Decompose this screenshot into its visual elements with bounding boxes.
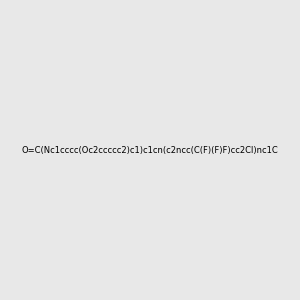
Text: O=C(Nc1cccc(Oc2ccccc2)c1)c1cn(c2ncc(C(F)(F)F)cc2Cl)nc1C: O=C(Nc1cccc(Oc2ccccc2)c1)c1cn(c2ncc(C(F)…	[22, 146, 278, 154]
